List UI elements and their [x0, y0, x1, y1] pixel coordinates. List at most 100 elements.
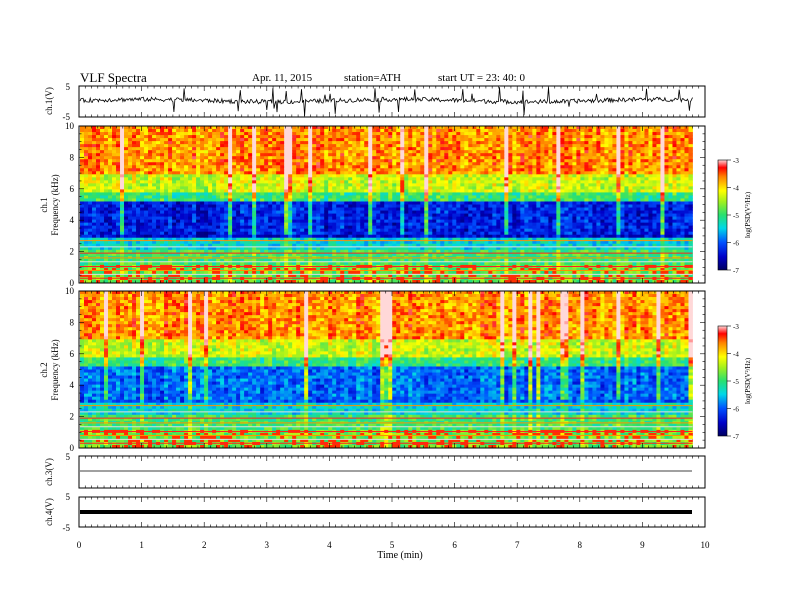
spectrogram-cell — [180, 273, 185, 278]
spectrogram-cell — [312, 207, 317, 211]
spectrogram-cell — [456, 180, 461, 184]
spectrogram-cell — [148, 201, 153, 205]
spectrogram-cell — [260, 129, 265, 133]
spectrogram-cell — [448, 135, 453, 139]
spectrogram-cell — [420, 153, 425, 157]
spectrogram-cell — [424, 222, 429, 227]
spectrogram-cell — [88, 261, 93, 266]
spectrogram-cell — [304, 162, 309, 166]
spectrogram-cell — [424, 273, 429, 278]
spectrogram-cell — [396, 261, 401, 266]
spectrogram-cell — [244, 144, 249, 148]
spectrogram-cell — [392, 279, 397, 284]
spectrogram-cell — [96, 270, 101, 275]
spectrogram-cell — [320, 147, 325, 151]
spectrogram-cell — [180, 141, 185, 145]
spectrogram-cell — [392, 138, 397, 142]
spectrogram-cell — [404, 252, 409, 257]
spectrogram-cell — [368, 159, 373, 163]
spectrogram-cell — [236, 150, 241, 154]
spectrogram-cell — [456, 216, 461, 220]
spectrogram-cell — [220, 126, 225, 130]
spectrogram-cell — [368, 132, 373, 136]
spectrogram-cell — [216, 156, 221, 160]
spectrogram-cell — [316, 132, 321, 136]
spectrogram-cell — [384, 156, 389, 160]
spectrogram-cell — [252, 138, 257, 142]
spectrogram-cell — [392, 177, 397, 181]
spectrogram-cell — [188, 198, 193, 202]
spectrogram-cell — [356, 243, 361, 248]
spectrogram-cell — [276, 189, 281, 193]
spectrogram-cell — [116, 138, 121, 142]
spectrogram-cell — [432, 150, 437, 154]
spectrogram-cell — [340, 246, 345, 251]
spectrogram-cell — [332, 240, 337, 245]
spectrogram-cell — [380, 186, 385, 190]
spectrogram-cell — [192, 138, 197, 142]
spectrogram-cell — [388, 273, 393, 278]
spectrogram-cell — [236, 153, 241, 157]
spectrogram-cell — [356, 153, 361, 157]
spectrogram-cell — [432, 141, 437, 145]
spectrogram-cell — [316, 219, 321, 224]
spectrogram-cell — [124, 180, 129, 184]
spectrogram-cell — [220, 270, 225, 275]
spectrogram-cell — [432, 279, 437, 284]
spectrogram-cell — [116, 237, 121, 242]
spectrogram-cell — [300, 204, 305, 208]
spectrogram-cell — [152, 189, 157, 193]
spectrogram-cell — [332, 270, 337, 275]
spectrogram-cell — [444, 243, 449, 248]
spectrogram-cell — [256, 183, 261, 187]
spectrogram-cell — [116, 171, 121, 175]
spectrogram-cell — [280, 180, 285, 184]
spectrogram-cell — [340, 270, 345, 275]
spectrogram-cell — [108, 228, 113, 233]
spectrogram-cell — [136, 270, 141, 275]
spectrogram-cell — [284, 213, 289, 217]
spectrogram-cell — [208, 228, 213, 233]
spectrogram-cell — [236, 198, 241, 202]
spectrogram-cell — [176, 195, 181, 199]
spectrogram-cell — [224, 192, 229, 196]
spectrogram-cell — [316, 273, 321, 278]
spectrogram-cell — [352, 162, 357, 166]
spectrogram-cell — [368, 180, 373, 184]
spectrogram-cell — [168, 174, 173, 178]
spectrogram-cell — [152, 150, 157, 154]
spectrogram-cell — [132, 129, 137, 133]
spectrogram-cell — [200, 153, 205, 157]
spectrogram-cell — [272, 234, 277, 239]
spectrogram-cell — [380, 261, 385, 266]
spectrogram-cell — [120, 216, 125, 220]
spectrogram-cell — [316, 243, 321, 248]
spectrogram-cell — [264, 144, 269, 148]
spectrogram-cell — [396, 246, 401, 251]
spectrogram-cell — [392, 171, 397, 175]
spectrogram-cell — [164, 252, 169, 257]
spectrogram-cell — [388, 225, 393, 230]
spectrogram-cell — [296, 216, 301, 220]
spectrogram-cell — [100, 183, 105, 187]
spectrogram-cell — [84, 186, 89, 190]
spectrogram-cell — [312, 222, 317, 227]
spectrogram-cell — [308, 261, 313, 266]
spectrogram-cell — [400, 222, 405, 227]
spectrogram-cell — [404, 279, 409, 284]
spectrogram-cell — [392, 273, 397, 278]
spectrogram-cell — [140, 216, 145, 220]
spectrogram-cell — [340, 171, 345, 175]
spectrogram-cell — [356, 177, 361, 181]
spectrogram-cell — [396, 162, 401, 166]
spectrogram-cell — [420, 231, 425, 236]
spectrogram-cell — [332, 252, 337, 257]
spectrogram-cell — [276, 198, 281, 202]
spectrogram-cell — [140, 237, 145, 242]
spectrogram-cell — [344, 267, 349, 272]
spectrogram-cell — [100, 126, 105, 130]
spectrogram-cell — [168, 225, 173, 230]
spectrogram-cell — [344, 153, 349, 157]
spectrogram-cell — [152, 273, 157, 278]
spectrogram-cell — [392, 267, 397, 272]
